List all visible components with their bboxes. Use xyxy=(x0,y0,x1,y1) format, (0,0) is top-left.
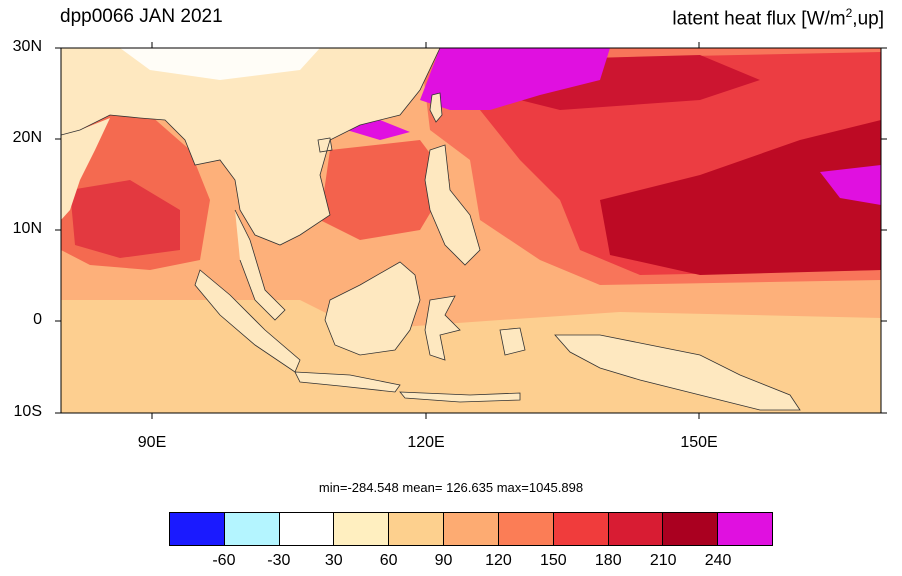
core-region-east xyxy=(600,120,881,275)
colorbar-label: 150 xyxy=(540,552,567,569)
colorbar-swatch xyxy=(553,513,609,545)
colorbar-swatch xyxy=(279,513,335,545)
land-new-guinea xyxy=(555,335,800,410)
land-sulawesi xyxy=(425,296,460,360)
magenta-north xyxy=(420,48,610,110)
colorbar-label: 240 xyxy=(704,552,732,569)
colorbar-swatch xyxy=(389,513,445,545)
land-philippines xyxy=(425,145,480,265)
x-label-120e: 120E xyxy=(407,434,445,451)
colorbar-label: 180 xyxy=(594,552,622,569)
land-tibet xyxy=(120,48,320,80)
y-label-30n: 30N xyxy=(12,38,42,55)
land-moluccas xyxy=(500,328,525,355)
colorbar-label: -60 xyxy=(212,552,236,569)
colorbar-swatch xyxy=(444,513,499,545)
colorbar-swatch xyxy=(498,513,554,545)
land-sumatra xyxy=(195,270,300,372)
land-malaya xyxy=(235,210,285,320)
colorbar-label: 210 xyxy=(649,552,677,569)
land-asia xyxy=(61,48,440,245)
colorbar xyxy=(169,512,773,546)
plot-title-right: latent heat flux [W/m2,up] xyxy=(672,6,884,30)
colorbar-label: 90 xyxy=(434,552,453,569)
coastlines xyxy=(61,48,801,411)
y-label-0: 0 xyxy=(33,311,42,328)
bengal-hot xyxy=(70,180,180,258)
land-borneo xyxy=(325,262,420,355)
colorbar-label: -30 xyxy=(267,552,291,569)
land-taiwan xyxy=(430,93,442,122)
axis-ticks xyxy=(55,42,887,419)
colorbar-swatch xyxy=(718,513,772,545)
x-label-150e: 150E xyxy=(680,434,718,451)
colorbar-swatch xyxy=(334,513,390,545)
x-label-90e: 90E xyxy=(137,434,167,451)
y-label-10n: 10N xyxy=(12,220,42,237)
plot-title-left: dpp0066 JAN 2021 xyxy=(60,6,223,27)
colorbar-label: 30 xyxy=(324,552,343,569)
colorbar-swatch xyxy=(170,513,225,545)
colorbar-swatch xyxy=(608,513,664,545)
land-hainan xyxy=(318,138,332,152)
colorbar-label: 60 xyxy=(379,552,398,569)
magenta-east xyxy=(820,165,881,205)
stats-line: min=-284.548 mean= 126.635 max=1045.898 xyxy=(318,480,584,495)
colorbar-swatch xyxy=(663,513,719,545)
scs-warm xyxy=(320,140,450,240)
y-label-20n: 20N xyxy=(12,129,42,146)
y-label-10s: 10S xyxy=(13,403,42,420)
land-java xyxy=(295,372,400,392)
land-india xyxy=(61,118,110,220)
colorbar-swatch xyxy=(224,513,280,545)
colorbar-label: 120 xyxy=(485,552,512,569)
